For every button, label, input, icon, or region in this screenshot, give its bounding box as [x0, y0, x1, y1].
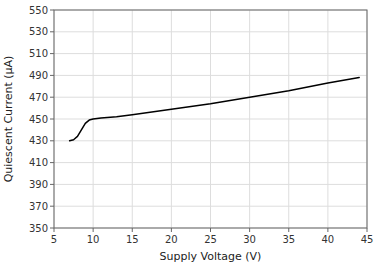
- x-tick-label: 20: [165, 234, 178, 245]
- y-grid-line: [54, 206, 367, 207]
- x-tick: [249, 228, 250, 232]
- y-tick: [50, 206, 54, 207]
- y-grid-line: [54, 162, 367, 163]
- x-tick: [288, 228, 289, 232]
- y-grid-line: [54, 75, 367, 76]
- y-tick-label: 450: [29, 114, 48, 125]
- y-tick-label: 470: [29, 92, 48, 103]
- y-tick-label: 390: [29, 179, 48, 190]
- grid: [54, 10, 367, 228]
- x-tick: [93, 228, 94, 232]
- x-tick-label: 40: [322, 234, 335, 245]
- x-tick: [132, 228, 133, 232]
- x-tick: [327, 228, 328, 232]
- y-tick-label: 530: [29, 26, 48, 37]
- y-tick-label: 370: [29, 201, 48, 212]
- y-grid-line: [54, 97, 367, 98]
- y-tick: [50, 184, 54, 185]
- data-line: [70, 78, 360, 141]
- y-grid-line: [54, 184, 367, 185]
- plot-frame: [54, 10, 367, 228]
- y-grid-line: [54, 140, 367, 141]
- y-tick: [50, 10, 54, 11]
- x-tick-label: 5: [51, 234, 57, 245]
- chart: 5101520253035404535037039041043045047049…: [0, 0, 381, 266]
- y-tick: [50, 162, 54, 163]
- x-tick-label: 10: [87, 234, 100, 245]
- x-tick-label: 35: [282, 234, 295, 245]
- x-axis-label: Supply Voltage (V): [160, 250, 262, 263]
- y-tick-label: 510: [29, 48, 48, 59]
- y-tick: [50, 140, 54, 141]
- y-tick: [50, 75, 54, 76]
- x-tick-label: 45: [361, 234, 374, 245]
- y-tick: [50, 31, 54, 32]
- y-tick: [50, 228, 54, 229]
- x-tick-label: 15: [126, 234, 139, 245]
- y-tick: [50, 119, 54, 120]
- x-tick: [367, 228, 368, 232]
- y-tick: [50, 97, 54, 98]
- data: [70, 78, 360, 141]
- y-axis-label: Quiescent Current (μA): [2, 56, 15, 183]
- y-grid-line: [54, 31, 367, 32]
- y-tick-label: 350: [29, 223, 48, 234]
- y-tick-label: 490: [29, 70, 48, 81]
- x-tick: [210, 228, 211, 232]
- x-tick-label: 30: [243, 234, 256, 245]
- y-tick-label: 410: [29, 157, 48, 168]
- y-tick-label: 550: [29, 5, 48, 16]
- y-tick: [50, 53, 54, 54]
- x-tick: [54, 228, 55, 232]
- x-tick: [171, 228, 172, 232]
- y-grid-line: [54, 53, 367, 54]
- axes: 5101520253035404535037039041043045047049…: [29, 5, 373, 246]
- y-tick-label: 430: [29, 135, 48, 146]
- x-tick-label: 25: [204, 234, 217, 245]
